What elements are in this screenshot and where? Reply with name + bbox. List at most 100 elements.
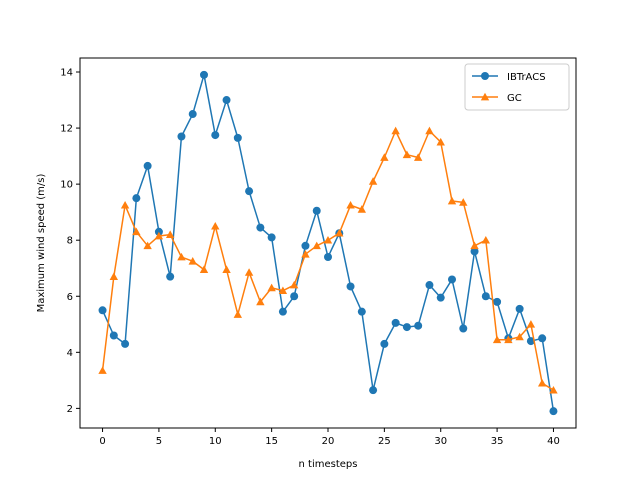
data-point-gc xyxy=(346,200,355,209)
data-point-ibtracs xyxy=(290,292,299,301)
y-tick-label: 6 xyxy=(67,292,73,303)
data-point-ibtracs xyxy=(188,110,197,119)
data-point-gc xyxy=(199,265,209,273)
data-point-gc xyxy=(335,228,344,237)
data-point-ibtracs xyxy=(538,334,547,343)
data-point-ibtracs xyxy=(312,206,321,215)
data-point-ibtracs xyxy=(256,223,265,232)
data-point-gc xyxy=(301,250,310,258)
x-axis-ticks: 0 5 10 15 20 25 30 35 40 xyxy=(99,428,560,447)
legend-label: GC xyxy=(507,93,522,104)
data-point-ibtracs xyxy=(526,337,535,346)
data-point-ibtracs xyxy=(143,161,152,170)
data-point-ibtracs xyxy=(166,272,175,281)
data-point-ibtracs xyxy=(267,233,276,242)
data-point-ibtracs xyxy=(380,339,389,348)
data-point-ibtracs xyxy=(278,307,287,316)
data-point-gc xyxy=(120,200,130,209)
data-point-ibtracs xyxy=(233,133,242,142)
data-point-gc xyxy=(132,227,141,236)
y-tick-label: 2 xyxy=(67,404,73,415)
chart-marks xyxy=(98,70,558,416)
data-point-ibtracs xyxy=(357,307,366,316)
y-tick-label: 14 xyxy=(60,68,73,79)
data-point-ibtracs xyxy=(324,253,332,262)
x-tick-label: 40 xyxy=(547,436,560,447)
data-point-gc xyxy=(470,241,479,250)
data-point-gc xyxy=(391,126,400,135)
data-point-gc xyxy=(323,235,333,244)
data-point-ibtracs xyxy=(222,96,231,105)
data-point-ibtracs xyxy=(436,293,445,302)
data-point-gc xyxy=(256,297,265,306)
data-point-gc xyxy=(222,265,231,273)
data-point-gc xyxy=(425,126,434,135)
data-point-ibtracs xyxy=(154,227,163,236)
data-point-ibtracs xyxy=(98,306,107,315)
data-point-gc xyxy=(357,205,367,213)
y-tick-label: 12 xyxy=(60,124,73,135)
data-point-ibtracs xyxy=(515,304,524,313)
data-point-ibtracs xyxy=(481,292,490,301)
x-tick-label: 30 xyxy=(434,436,447,447)
y-axis-ticks: 2 4 6 8 10 12 14 xyxy=(60,68,80,415)
data-point-ibtracs xyxy=(245,187,254,196)
data-point-ibtracs xyxy=(200,70,208,79)
x-tick-label: 25 xyxy=(378,436,391,447)
x-tick-label: 35 xyxy=(491,436,504,447)
series-ibtracs xyxy=(98,70,558,416)
data-point-gc xyxy=(211,221,220,230)
data-point-ibtracs xyxy=(402,323,411,332)
data-point-gc xyxy=(447,196,457,205)
x-tick-label: 15 xyxy=(265,436,278,447)
data-point-ibtracs xyxy=(448,275,456,284)
data-point-gc xyxy=(244,268,254,276)
data-point-gc xyxy=(177,252,186,261)
data-point-gc xyxy=(380,153,389,161)
x-tick-label: 0 xyxy=(99,436,105,447)
data-point-ibtracs xyxy=(177,132,186,141)
legend: IBTrACS GC xyxy=(464,63,570,111)
x-axis-label: n timesteps xyxy=(299,459,358,470)
data-point-ibtracs xyxy=(414,321,423,330)
data-point-ibtracs xyxy=(301,241,310,250)
data-point-gc xyxy=(402,150,412,159)
data-point-gc xyxy=(481,235,491,244)
data-point-gc xyxy=(278,286,288,295)
data-point-gc xyxy=(143,241,152,250)
data-point-gc xyxy=(233,310,243,318)
data-point-ibtracs xyxy=(459,324,468,333)
y-tick-label: 8 xyxy=(67,236,73,247)
x-tick-label: 10 xyxy=(209,436,222,447)
data-point-gc xyxy=(109,272,119,280)
data-point-ibtracs xyxy=(493,297,502,306)
data-point-ibtracs xyxy=(425,281,434,290)
data-point-ibtracs xyxy=(211,131,220,140)
data-point-ibtracs xyxy=(132,194,141,203)
data-point-gc xyxy=(492,335,502,344)
data-point-gc xyxy=(98,366,107,374)
data-point-ibtracs xyxy=(346,282,355,291)
data-point-ibtracs xyxy=(391,318,400,327)
data-point-ibtracs xyxy=(470,247,479,256)
legend-marker xyxy=(480,92,490,101)
data-point-ibtracs xyxy=(121,339,130,348)
x-tick-label: 20 xyxy=(322,436,335,447)
data-point-gc xyxy=(165,230,175,238)
data-point-gc xyxy=(188,257,197,265)
data-point-gc xyxy=(413,153,423,161)
data-point-gc xyxy=(459,198,468,206)
data-point-gc xyxy=(549,385,558,394)
data-point-gc xyxy=(154,231,164,240)
data-point-gc xyxy=(515,332,524,341)
x-tick-label: 5 xyxy=(156,436,162,447)
data-point-gc xyxy=(436,137,445,146)
legend-item-gc: GC xyxy=(472,92,522,104)
legend-item-ibtracs: IBTrACS xyxy=(472,72,546,83)
data-point-gc xyxy=(368,177,378,185)
legend-label: IBTrACS xyxy=(507,72,546,83)
y-tick-label: 10 xyxy=(60,180,73,191)
data-point-ibtracs xyxy=(369,386,378,395)
data-point-gc xyxy=(537,378,547,387)
